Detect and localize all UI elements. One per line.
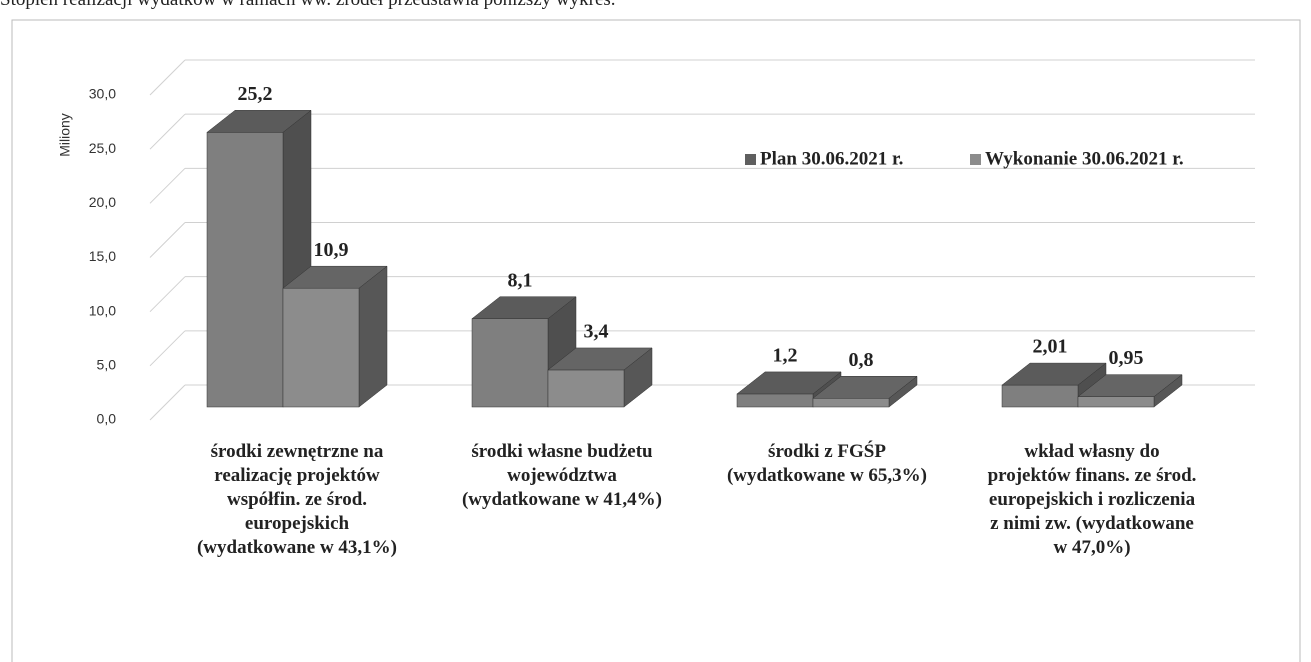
grid-line [149, 167, 186, 204]
legend-label: Plan 30.06.2021 r. [760, 148, 903, 169]
bar [812, 398, 890, 408]
bar-top [206, 110, 312, 133]
value-label: 2,01 [1033, 336, 1068, 358]
grid-line [149, 276, 186, 313]
x-tick-label: środki z FGŚP (wydatkowane w 65,3%) [726, 441, 928, 486]
bar [1077, 396, 1155, 408]
y-axis-title: Miliony [57, 113, 73, 157]
value-label: 0,8 [849, 349, 874, 371]
bar-top [736, 371, 842, 395]
y-tick-label: 30,0 [89, 86, 116, 102]
y-tick-label: 20,0 [89, 194, 116, 210]
legend-swatch [745, 154, 756, 165]
bar-top [547, 347, 653, 371]
y-tick-label: 25,0 [89, 140, 116, 156]
chart-frame [11, 19, 1301, 662]
intro-text: Stopień realizacji wydatków w ramach ww.… [0, 0, 616, 11]
grid-line [149, 59, 186, 96]
bar-top [282, 265, 388, 289]
y-tick-label: 0,0 [97, 411, 117, 427]
bar [736, 393, 814, 408]
grid-line [149, 330, 186, 367]
grid-line [149, 222, 186, 258]
bar [471, 318, 549, 408]
grid-line [149, 113, 186, 150]
bar [282, 287, 360, 408]
legend-swatch [970, 154, 981, 165]
x-tick-label: wkład własny do projektów finans. ze śro… [987, 441, 1197, 558]
bar [206, 132, 284, 408]
value-label: 3,4 [584, 321, 609, 343]
y-tick-label: 15,0 [89, 248, 116, 264]
bar [1001, 384, 1079, 408]
bar-top [812, 376, 918, 399]
value-label: 0,95 [1109, 347, 1144, 369]
grid-line [149, 384, 186, 421]
value-label: 25,2 [238, 83, 273, 105]
bar-top [471, 296, 577, 319]
bar [547, 369, 625, 408]
bar-top [1077, 374, 1183, 397]
value-label: 10,9 [314, 239, 349, 261]
legend-label: Wykonanie 30.06.2021 r. [985, 148, 1184, 169]
bar-top [1001, 362, 1107, 386]
y-tick-label: 10,0 [89, 302, 116, 318]
y-tick-label: 5,0 [97, 357, 117, 373]
x-tick-label: środki własne budżetu województwa (wydat… [461, 441, 663, 510]
value-label: 8,1 [508, 269, 533, 291]
value-label: 1,2 [773, 345, 798, 367]
bar-side [358, 265, 388, 408]
x-tick-label: środki zewnętrzne na realizację projektó… [196, 441, 398, 558]
